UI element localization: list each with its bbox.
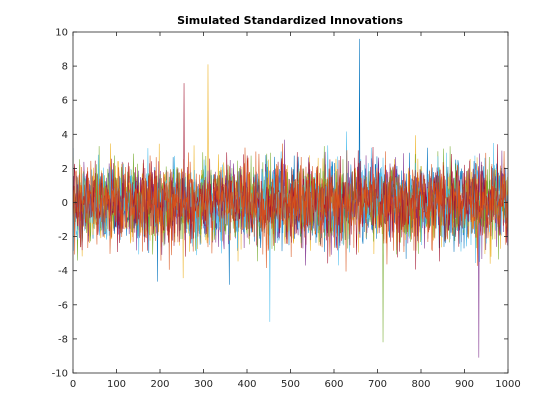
- x-tick-label: 200: [150, 379, 169, 390]
- y-tick-label: 0: [62, 198, 68, 209]
- x-tick-label: 900: [455, 379, 474, 390]
- x-tick-label: 400: [237, 379, 256, 390]
- y-tick-label: 8: [62, 62, 68, 73]
- y-tick-label: 2: [62, 164, 68, 175]
- y-tick-label: 10: [55, 28, 68, 39]
- x-tick-label: 300: [194, 379, 213, 390]
- y-tick-label: -4: [58, 266, 68, 277]
- x-tick-label: 1000: [495, 379, 520, 390]
- series-line-7: [73, 143, 508, 272]
- x-tick-label: 500: [281, 379, 300, 390]
- y-tick-label: 6: [62, 96, 68, 107]
- x-tick-label: 800: [411, 379, 430, 390]
- y-tick-label: -10: [52, 369, 68, 380]
- y-tick-label: -2: [58, 232, 68, 243]
- x-tick-label: 600: [324, 379, 343, 390]
- x-tick-label: 700: [368, 379, 387, 390]
- x-tick-label: 100: [107, 379, 126, 390]
- axes-layer: 0 100 200 300 400 500 600 700 800 900 1000-10-8-6-…: [52, 28, 521, 391]
- y-tick-label: -6: [58, 300, 68, 311]
- x-tick-label: 0: [70, 379, 76, 390]
- y-tick-label: 4: [62, 130, 68, 141]
- chart-title: Simulated Standardized Innovations: [177, 14, 403, 27]
- series-layer: [73, 38, 508, 358]
- plot-area: [73, 38, 508, 358]
- y-tick-label: -8: [58, 334, 68, 345]
